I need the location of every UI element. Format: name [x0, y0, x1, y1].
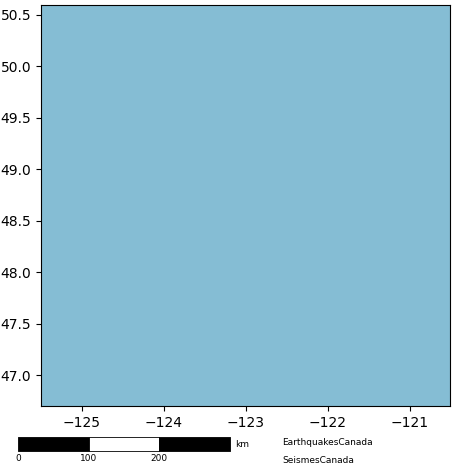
Text: EarthquakesCanada: EarthquakesCanada: [282, 439, 373, 447]
Text: SeismesCanada: SeismesCanada: [282, 456, 354, 465]
Text: km: km: [235, 439, 249, 449]
Text: 200: 200: [151, 454, 167, 463]
Text: 100: 100: [80, 454, 97, 463]
Text: 0: 0: [15, 454, 21, 463]
